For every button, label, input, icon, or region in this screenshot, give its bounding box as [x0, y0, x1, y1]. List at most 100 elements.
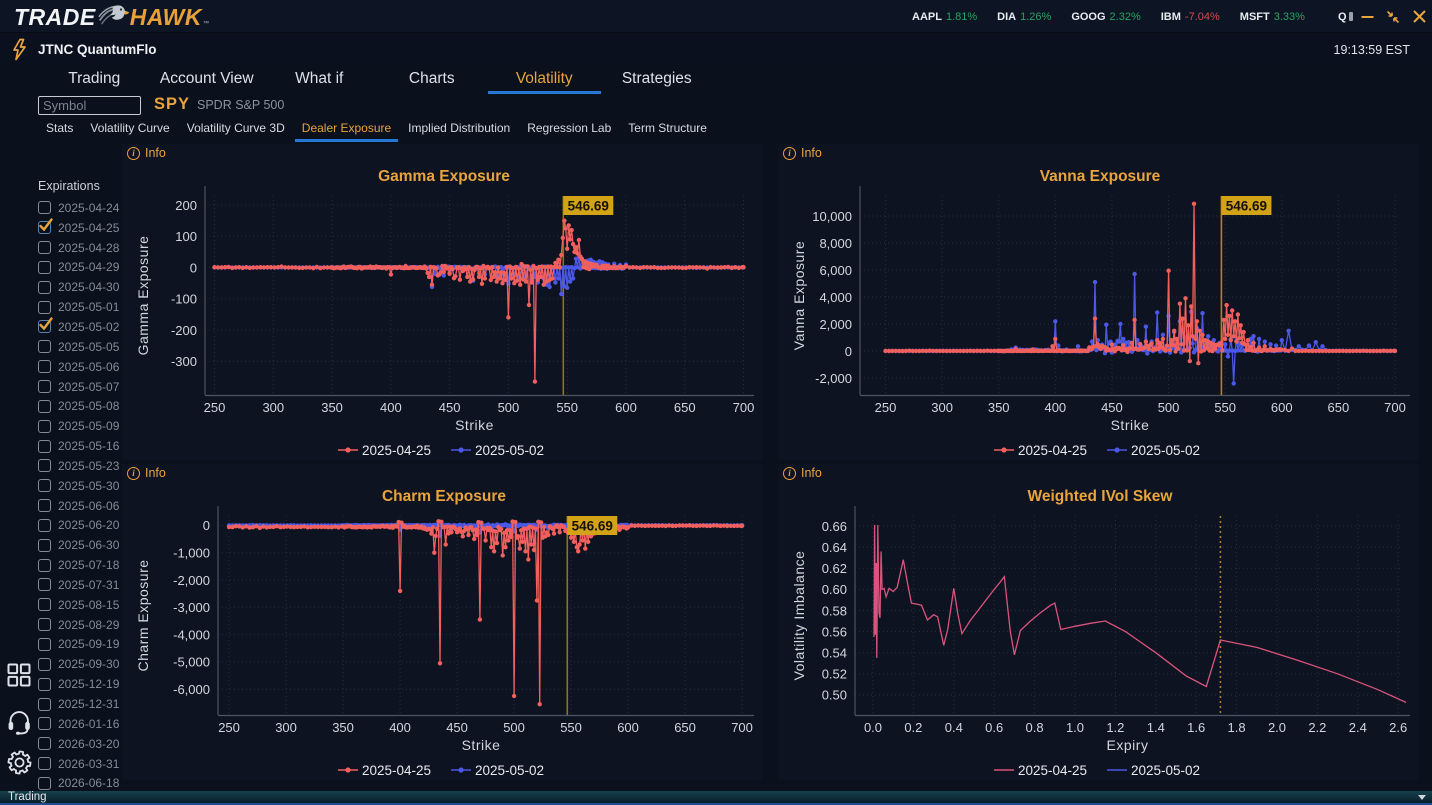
expiration-row-2026-03-20[interactable]: 2026-03-20 — [38, 734, 148, 754]
gamma-exposure-chart[interactable]: i Info 250 300 350 400 450 500 550 600 650 700 200 10… — [122, 144, 762, 460]
checkbox-unchecked[interactable] — [38, 280, 51, 294]
expiration-row-2025-06-30[interactable]: 2025-06-30 — [38, 535, 148, 555]
minimize-button-icon[interactable] — [1354, 4, 1380, 30]
expiration-row-2025-12-31[interactable]: 2025-12-31 — [38, 694, 148, 714]
checkbox-checked[interactable] — [38, 218, 53, 235]
checkbox-unchecked[interactable] — [38, 260, 51, 274]
expiration-row-2025-09-19[interactable]: 2025-09-19 — [38, 635, 148, 655]
weighted-ivol-skew-chart[interactable]: i Info 0.0 0.2 0.4 0.6 0.8 1.0 1.2 1.4 1.6 1.8 2.0 2.… — [778, 464, 1418, 780]
nav-tab-volatility[interactable]: Volatility — [488, 66, 601, 94]
expiration-row-2025-07-31[interactable]: 2025-07-31 — [38, 575, 148, 595]
checkbox-unchecked[interactable] — [38, 201, 51, 215]
close-button-icon[interactable] — [1406, 4, 1432, 30]
nav-tab-charts[interactable]: Charts — [408, 70, 455, 87]
apps-grid-icon[interactable] — [7, 663, 31, 692]
expiration-row-2025-04-24[interactable]: 2025-04-24 — [38, 198, 148, 218]
status-caret-icon[interactable] — [1418, 795, 1426, 800]
expiration-row-2025-04-25[interactable]: 2025-04-25 — [38, 218, 148, 238]
checkbox-unchecked[interactable] — [38, 518, 51, 532]
nav-tab-account-view[interactable]: Account View — [159, 70, 254, 87]
expiration-row-2025-05-16[interactable]: 2025-05-16 — [38, 436, 148, 456]
checkbox-unchecked[interactable] — [38, 340, 51, 354]
charm-exposure-chart[interactable]: i Info 250 300 350 400 450 500 550 600 650 700 0 -1,0… — [122, 464, 762, 780]
subtab-implied-distribution[interactable]: Implied Distribution — [408, 121, 511, 135]
info-button[interactable]: i Info — [783, 466, 822, 480]
expiration-row-2025-09-30[interactable]: 2025-09-30 — [38, 654, 148, 674]
expiration-row-2025-07-18[interactable]: 2025-07-18 — [38, 555, 148, 575]
nav-tab-trading[interactable]: Trading — [68, 70, 121, 87]
checkbox-unchecked[interactable] — [38, 578, 51, 592]
expiration-row-2025-04-28[interactable]: 2025-04-28 — [38, 238, 148, 258]
expiration-row-2025-04-30[interactable]: 2025-04-30 — [38, 277, 148, 297]
expiration-row-2025-05-02[interactable]: 2025-05-02 — [38, 317, 148, 337]
checkbox-checked[interactable] — [38, 317, 53, 334]
legend-item-2025-05-02[interactable]: 2025-05-02 — [1107, 443, 1200, 458]
expiration-row-2025-06-20[interactable]: 2025-06-20 — [38, 516, 148, 536]
expiration-row-2025-04-29[interactable]: 2025-04-29 — [38, 258, 148, 278]
checkbox-unchecked[interactable] — [38, 757, 51, 771]
checkbox-unchecked[interactable] — [38, 380, 51, 394]
subtab-regression-lab[interactable]: Regression Lab — [527, 121, 612, 135]
ticker-item-ibm[interactable]: IBM -7.04% — [1161, 11, 1220, 23]
checkbox-unchecked[interactable] — [38, 419, 51, 433]
expiration-row-2026-06-18[interactable]: 2026-06-18 — [38, 773, 148, 793]
expiration-row-2025-05-08[interactable]: 2025-05-08 — [38, 396, 148, 416]
nav-tab-strategies[interactable]: Strategies — [621, 70, 692, 87]
info-button[interactable]: i Info — [783, 146, 822, 160]
symbol-input[interactable] — [38, 96, 141, 115]
checkbox-unchecked[interactable] — [38, 459, 51, 473]
checkbox-unchecked[interactable] — [38, 241, 51, 255]
checkbox-unchecked[interactable] — [38, 538, 51, 552]
checkbox-unchecked[interactable] — [38, 737, 51, 751]
restore-button-icon[interactable] — [1380, 4, 1406, 30]
settings-gear-icon[interactable] — [7, 750, 32, 780]
vanna-exposure-chart[interactable]: i Info 250 300 350 400 450 500 550 600 650 700 10,00… — [778, 144, 1418, 460]
expiration-row-2025-05-01[interactable]: 2025-05-01 — [38, 297, 148, 317]
checkbox-unchecked[interactable] — [38, 439, 51, 453]
info-button[interactable]: i Info — [127, 146, 166, 160]
legend-item-2025-04-25[interactable]: 2025-04-25 — [338, 443, 431, 458]
legend-item-2025-04-25[interactable]: 2025-04-25 — [994, 763, 1087, 778]
checkbox-unchecked[interactable] — [38, 558, 51, 572]
checkbox-unchecked[interactable] — [38, 776, 51, 790]
legend-item-2025-05-02[interactable]: 2025-05-02 — [451, 443, 544, 458]
legend-item-2025-04-25[interactable]: 2025-04-25 — [338, 763, 431, 778]
subtab-volatility-curve-3d[interactable]: Volatility Curve 3D — [186, 121, 285, 135]
legend-item-2025-04-25[interactable]: 2025-04-25 — [994, 443, 1087, 458]
checkbox-unchecked[interactable] — [38, 499, 51, 513]
expiration-row-2025-08-15[interactable]: 2025-08-15 — [38, 595, 148, 615]
checkbox-unchecked[interactable] — [38, 618, 51, 632]
info-button[interactable]: i Info — [127, 466, 166, 480]
subtab-volatility-curve[interactable]: Volatility Curve — [90, 121, 170, 135]
expiration-row-2025-08-29[interactable]: 2025-08-29 — [38, 615, 148, 635]
expiration-row-2025-05-07[interactable]: 2025-05-07 — [38, 377, 148, 397]
checkbox-unchecked[interactable] — [38, 479, 51, 493]
headset-icon[interactable] — [7, 708, 32, 740]
expiration-row-2025-12-19[interactable]: 2025-12-19 — [38, 674, 148, 694]
ticker-item-goog[interactable]: GOOG 2.32% — [1071, 11, 1140, 23]
ticker-item-dia[interactable]: DIA 1.26% — [997, 11, 1051, 23]
expiration-row-2025-05-09[interactable]: 2025-05-09 — [38, 416, 148, 436]
checkbox-unchecked[interactable] — [38, 677, 51, 691]
legend-item-2025-05-02[interactable]: 2025-05-02 — [1107, 763, 1200, 778]
ticker-item-msft[interactable]: MSFT 3.33% — [1240, 11, 1305, 23]
checkbox-unchecked[interactable] — [38, 598, 51, 612]
checkbox-unchecked[interactable] — [38, 697, 51, 711]
checkbox-unchecked[interactable] — [38, 399, 51, 413]
checkbox-unchecked[interactable] — [38, 360, 51, 374]
subtab-term-structure[interactable]: Term Structure — [628, 121, 707, 135]
expiration-row-2025-05-06[interactable]: 2025-05-06 — [38, 357, 148, 377]
checkbox-unchecked[interactable] — [38, 637, 51, 651]
expiration-row-2025-05-05[interactable]: 2025-05-05 — [38, 337, 148, 357]
expiration-row-2026-03-31[interactable]: 2026-03-31 — [38, 754, 148, 774]
subtab-stats[interactable]: Stats — [46, 121, 74, 135]
nav-tab-what-if[interactable]: What if — [295, 70, 344, 87]
expiration-row-2025-06-06[interactable]: 2025-06-06 — [38, 496, 148, 516]
expiration-row-2026-01-16[interactable]: 2026-01-16 — [38, 714, 148, 734]
ticker-item-aapl[interactable]: AAPL 1.81% — [912, 11, 977, 23]
expiration-row-2025-05-30[interactable]: 2025-05-30 — [38, 476, 148, 496]
checkbox-unchecked[interactable] — [38, 717, 51, 731]
legend-item-2025-05-02[interactable]: 2025-05-02 — [451, 763, 544, 778]
expiration-row-2025-05-23[interactable]: 2025-05-23 — [38, 456, 148, 476]
checkbox-unchecked[interactable] — [38, 657, 51, 671]
